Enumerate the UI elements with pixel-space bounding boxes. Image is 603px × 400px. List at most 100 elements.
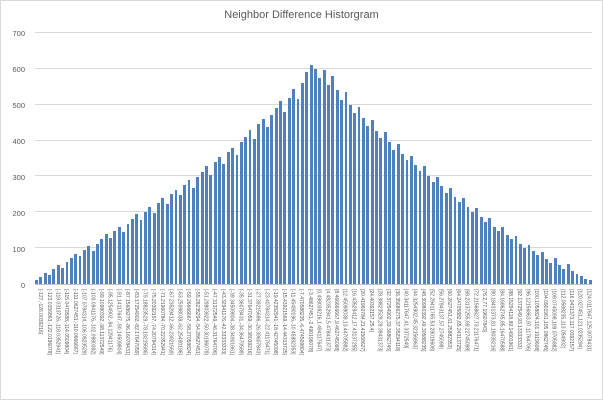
bar	[449, 187, 452, 284]
bar	[300, 83, 304, 284]
bar	[388, 142, 391, 284]
x-axis-label: [92.1372549,93.13333333]	[515, 289, 522, 349]
bar	[558, 265, 561, 284]
x-axis-label-slot: [-55.28235294,-54.28627451]	[192, 289, 201, 395]
bar	[91, 251, 95, 284]
bar	[466, 206, 470, 284]
x-axis-label: [-127,-126.0039216]	[37, 289, 44, 335]
bar	[196, 177, 200, 284]
x-axis-label-slot: [-27.39215686,-26.39607843]	[253, 289, 262, 395]
gridline	[35, 103, 592, 105]
bar	[113, 230, 117, 284]
x-axis-label-slot: [40.34117647,41.3372549]	[401, 289, 410, 395]
x-axis-label: [-63.25098039,-62.25490196]	[176, 289, 183, 355]
bar	[462, 197, 466, 284]
bar	[392, 149, 396, 284]
x-axis-label: [40.34117647,41.3372549]	[402, 289, 409, 349]
bar	[414, 164, 418, 284]
bar	[218, 156, 221, 284]
bar	[531, 251, 535, 284]
bar	[361, 118, 365, 284]
gridline	[35, 139, 592, 141]
x-axis-label-slot: [96.12156863,97.11764706]	[522, 289, 531, 395]
x-axis-label-slot: [-47.31372549,-46.31764706]	[209, 289, 218, 395]
x-axis-label-slot: [-79.18823529,-78.19215686]	[139, 289, 148, 395]
bar	[157, 203, 160, 284]
x-axis-label-slot: [-67.23529412,-66.23921569]	[166, 289, 175, 395]
x-axis-label: [-115.0470588,-114.0509804]	[63, 289, 70, 355]
x-axis-label-slot: [116.0431373,117.0392157]	[566, 289, 575, 395]
bar	[87, 246, 91, 284]
bar	[170, 194, 173, 284]
bar	[270, 114, 274, 284]
x-axis-label: [-15.43921569,-14.44313725]	[280, 289, 287, 355]
x-axis-label: [20.41960784,21.41568627]	[359, 289, 366, 352]
x-axis-label: [124.0117647,125.0078431]	[585, 289, 592, 352]
bar	[549, 262, 553, 284]
x-axis-label: [-51.29803922,-50.30196078]	[202, 289, 209, 355]
x-axis-label: [80.18431373,81.18039216]	[489, 289, 496, 352]
y-axis-label: 300	[12, 172, 25, 182]
x-axis-label-slot: [-119.0313726,-118.0352941]	[52, 289, 61, 395]
bar	[43, 273, 47, 284]
bar	[510, 239, 514, 284]
bar	[375, 130, 378, 284]
x-axis-label-slot: [112.0588235,113.054902]	[557, 289, 566, 395]
x-axis-label: [-19.42352941,-18.42745098]	[272, 289, 279, 355]
x-axis-label: [112.0588235,113.054902]	[559, 289, 566, 349]
x-axis-label-slot: [-123.0156863,-122.0196078]	[44, 289, 53, 395]
bar	[479, 216, 483, 284]
x-axis-label: [52.29411765,53.29019608]	[428, 289, 435, 352]
x-axis-label: [-43.32941176,-42.33333333]	[219, 289, 226, 355]
bar	[78, 256, 82, 284]
bar	[444, 192, 448, 284]
bar	[370, 119, 374, 284]
bar	[584, 278, 588, 284]
x-axis-label: [116.0431373,117.0392157]	[567, 289, 574, 351]
x-axis-label: [-119.0313726,-118.0352941]	[54, 289, 61, 355]
bar	[257, 124, 261, 284]
bar	[322, 69, 326, 284]
x-axis-label: [-123.0156863,-122.0196078]	[45, 289, 52, 355]
bar	[431, 181, 435, 284]
x-axis: [-127,-126.0039216] [-123.0156863,-122.01…	[35, 289, 592, 395]
bar	[287, 97, 291, 284]
x-axis-label: [-67.23529412,-66.23921569]	[167, 289, 174, 355]
bar	[396, 144, 400, 284]
bar	[344, 92, 348, 284]
bar	[69, 258, 73, 284]
gridline	[35, 211, 592, 213]
x-axis-label: [-11.45490196,-10.45882353]	[289, 289, 296, 355]
bar	[39, 276, 43, 284]
x-axis-label-slot: [-91.14117647,-90.14509804]	[113, 289, 122, 395]
x-axis-label: [-79.18823529,-78.19215686]	[141, 289, 148, 355]
x-axis-label: [-35.36078431,-34.36470588]	[237, 289, 244, 355]
y-axis-label: 0	[20, 280, 25, 290]
y-axis-label: 400	[12, 136, 25, 146]
x-axis-label-slot: [16.43529412,17.43137255]	[348, 289, 357, 395]
bar	[231, 147, 235, 284]
bar	[65, 261, 69, 284]
bar	[152, 213, 156, 284]
x-axis-label: [36.35686275,37.35294118]	[393, 289, 400, 352]
x-axis-label-slot: [48.30980392,49.30588235]	[418, 289, 427, 395]
x-axis-label: [-59.26666667,-58.27058824]	[185, 289, 192, 355]
bar	[213, 162, 217, 284]
x-axis-label: [-91.14117647,-90.14509804]	[115, 289, 122, 355]
x-axis-label-slot: [-63.25098039,-62.25490196]	[174, 289, 183, 395]
x-axis-label: [120.027451,121.0235294]	[576, 289, 583, 349]
x-axis-label: [-75.20392157,-74.20784314]	[150, 289, 157, 355]
bar	[209, 174, 213, 284]
x-axis-label: [68.23137255,69.22745098]	[463, 289, 470, 352]
x-axis-label-slot: [-15.43921569,-14.44313725]	[279, 289, 288, 395]
x-axis-label-slot: [-83.17254902,-82.17647059]	[131, 289, 140, 395]
x-axis-label-slot: [-11.45490196,-10.45882353]	[287, 289, 296, 395]
x-axis-label: [0.498039216,1.494117647]	[315, 289, 322, 352]
x-axis-label-slot: [124.0117647,125.0078431]	[583, 289, 592, 395]
bar	[187, 180, 191, 284]
bar	[222, 163, 226, 284]
bar	[488, 217, 492, 284]
bar	[266, 126, 269, 284]
bar	[226, 152, 230, 284]
bar	[191, 187, 195, 284]
